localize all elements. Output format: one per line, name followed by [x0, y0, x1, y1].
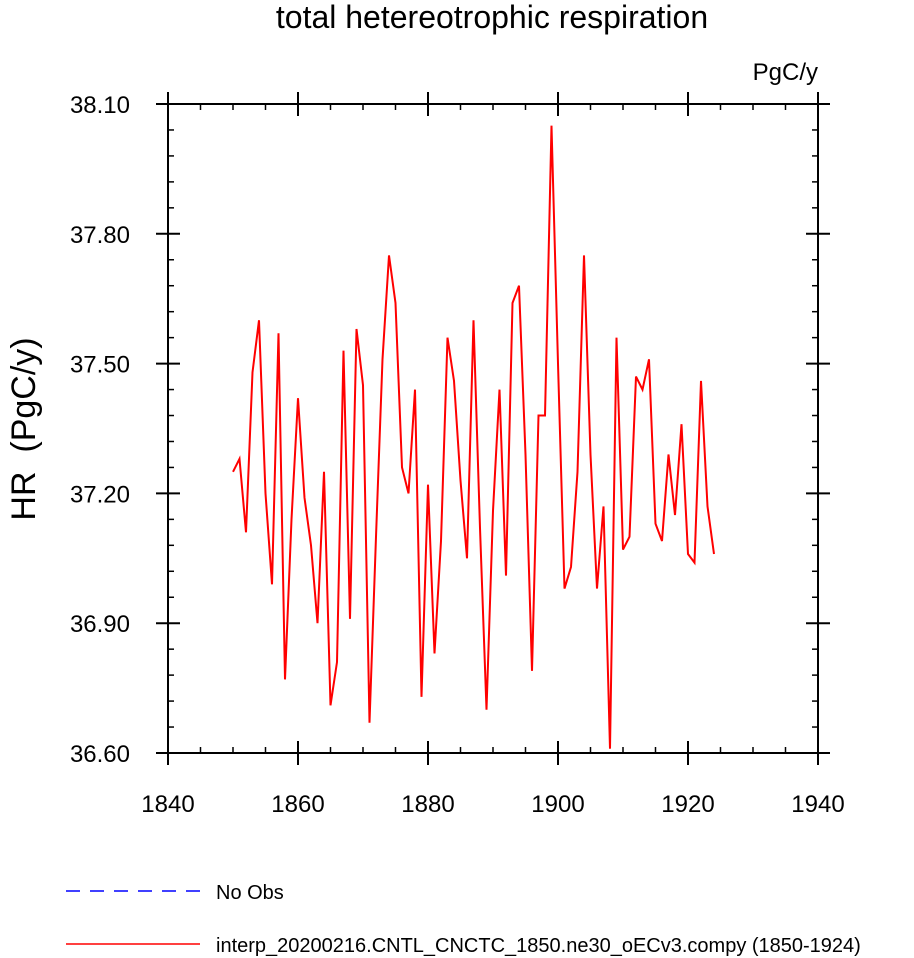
x-tick-label: 1880: [401, 791, 454, 818]
y-tick-label: 36.60: [70, 741, 130, 768]
x-tick-label: 1920: [661, 791, 714, 818]
y-tick-label: 37.20: [70, 481, 130, 508]
y-tick-label: 37.50: [70, 352, 130, 379]
x-tick-labels: 1840 1860 1880 1900 1920 1940: [141, 791, 844, 818]
series-line: [232, 125, 715, 749]
legend: No Obs interp_20200216.CNTL_CNCTC_1850.n…: [66, 882, 861, 957]
plot-frame: [167, 103, 819, 754]
y-axis-label: HR (PgC/y): [5, 337, 43, 520]
y-tick-label: 37.80: [70, 222, 130, 249]
legend-no-obs-label: No Obs: [216, 882, 284, 904]
x-tick-label: 1840: [141, 791, 194, 818]
chart-title: total hetereotrophic respiration: [276, 0, 708, 35]
x-tick-label: 1940: [791, 791, 844, 818]
legend-series-label: interp_20200216.CNTL_CNCTC_1850.ne30_oEC…: [216, 935, 861, 957]
series-layer: [232, 125, 715, 749]
y-tick-label: 38.10: [70, 92, 130, 119]
x-tick-label: 1860: [271, 791, 324, 818]
y-tick-label: 36.90: [70, 611, 130, 638]
x-tick-label: 1900: [531, 791, 584, 818]
y-tick-labels: 36.60 36.90 37.20 37.50 37.80 38.10: [70, 92, 130, 768]
units-label: PgC/y: [753, 59, 818, 86]
axis-ticks: [156, 92, 830, 765]
